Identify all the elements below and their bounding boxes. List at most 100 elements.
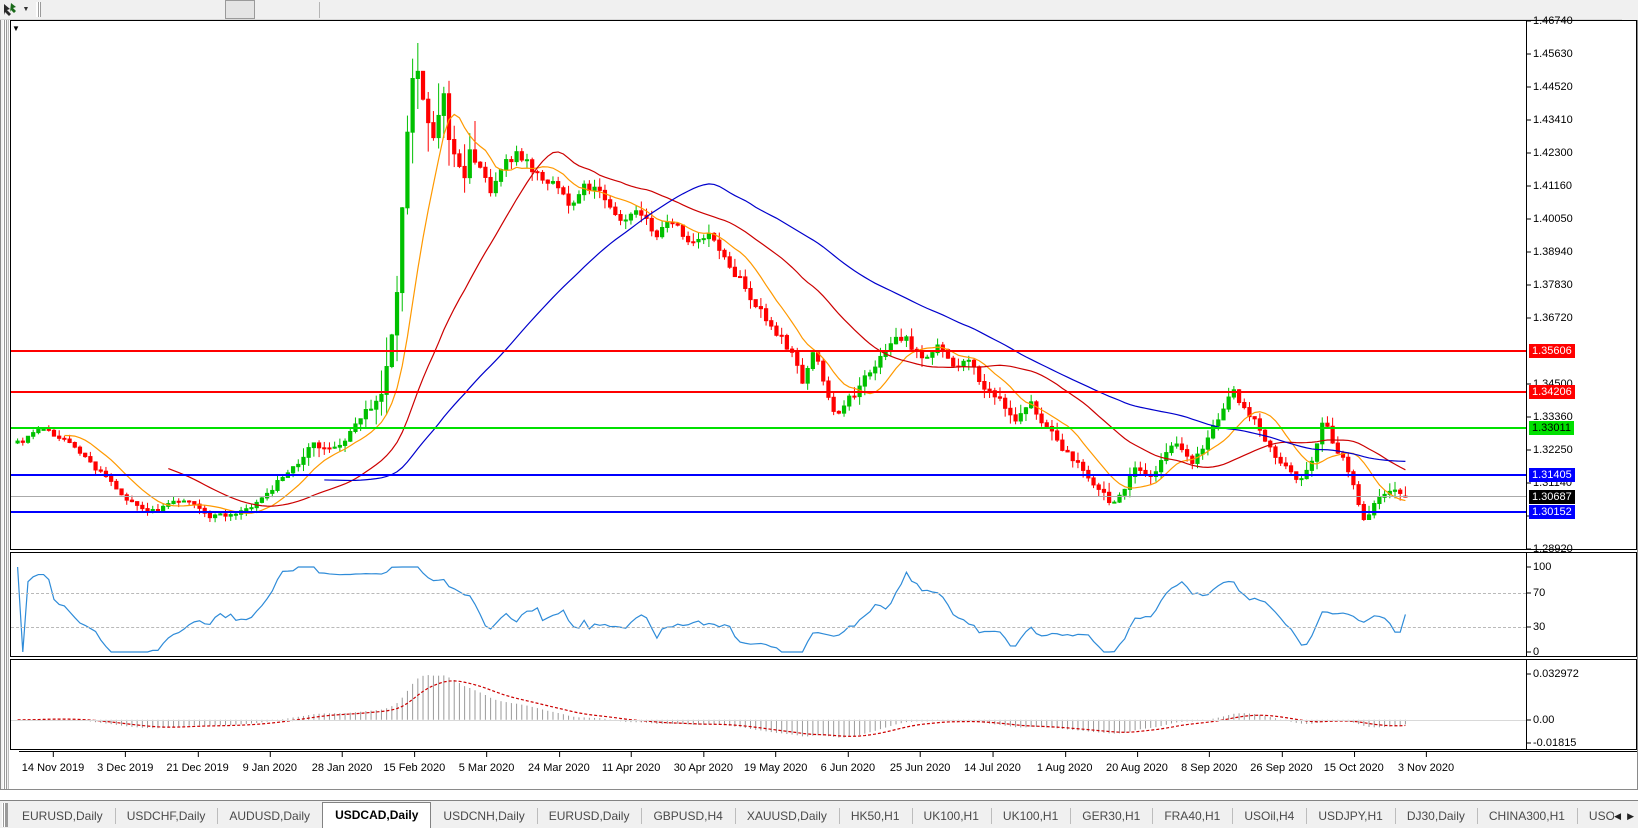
price-level-line-resistance[interactable] — [11, 391, 1526, 394]
timeframe-d1[interactable] — [225, 0, 255, 19]
chevron-down-icon[interactable]: ▼ — [22, 6, 30, 13]
triangle-left-icon[interactable]: ◀ — [1614, 810, 1622, 821]
date-tick-label: 14 Jul 2020 — [964, 752, 1021, 774]
timeframe-m15[interactable] — [105, 0, 135, 19]
rsi-tick-label: 30 — [1527, 621, 1545, 633]
timeframe-m5[interactable] — [75, 0, 105, 19]
date-tick-label: 15 Oct 2020 — [1324, 752, 1384, 774]
price-tick-label: 1.45630 — [1527, 48, 1573, 60]
moving-average-line — [168, 151, 1406, 507]
price-pane[interactable]: 1.46740 1.45630 1.44520 1.43410 1.42300 1.411… — [10, 15, 1637, 555]
chart-tab-hk50-h1[interactable]: HK50,H1 — [838, 804, 912, 828]
chart-left-grip[interactable] — [1, 20, 9, 789]
rsi-y-axis[interactable]: 100 70 30 0 — [1526, 553, 1636, 658]
price-level-line-resistance[interactable] — [11, 349, 1526, 352]
chart-tab-usdjpy-h1[interactable]: USDJPY,H1 — [1306, 804, 1394, 828]
date-x-axis[interactable]: 14 Nov 2019 3 Dec 2019 21 Dec 2019 9 Jan 20… — [19, 751, 1637, 789]
timeframe-mn[interactable] — [285, 0, 315, 19]
price-level-line-support[interactable] — [11, 474, 1526, 477]
tabs-container: EURUSD,Daily USDCHF,Daily AUDUSD,Daily USDC… — [10, 802, 1614, 828]
chart-tab-xauusd-daily[interactable]: XAUUSD,Daily — [734, 804, 839, 828]
price-level-line-support[interactable] — [11, 511, 1526, 514]
date-tick-label: 26 Sep 2020 — [1250, 752, 1313, 774]
date-tick-label: 5 Mar 2020 — [459, 752, 514, 774]
crosshair-cursor-icon[interactable] — [2, 2, 20, 18]
chart-tab-uk100-h1[interactable]: UK100,H1 — [911, 804, 991, 828]
rsi-tick-label: 70 — [1527, 587, 1545, 599]
chart-tab-usoil-h1[interactable]: USOil,H1 — [1576, 804, 1614, 828]
date-tick-label: 3 Dec 2019 — [97, 752, 153, 774]
date-tick-label: 25 Jun 2020 — [890, 752, 950, 774]
date-tick-label: 19 May 2020 — [744, 752, 807, 774]
macd-series — [17, 675, 1406, 738]
date-tick-label: 11 Apr 2020 — [602, 752, 660, 774]
price-level-label-support[interactable]: 1.31405 — [1529, 468, 1575, 483]
chart-tab-usdcad-daily[interactable]: USDCAD,Daily — [322, 802, 432, 828]
chart-tab-usoil-h4[interactable]: USOil,H4 — [1232, 804, 1306, 828]
chart-tab-fra40-h1[interactable]: FRA40,H1 — [1152, 804, 1232, 828]
chart-tab-ger30-h1[interactable]: GER30,H1 — [1070, 804, 1152, 828]
rsi-tick-label: 0 — [1527, 646, 1539, 658]
timeframe-w1[interactable] — [255, 0, 285, 19]
rsi-tick-label: 100 — [1527, 561, 1551, 573]
cursor-tool-group: ▼ — [0, 2, 34, 18]
date-tick-label: 21 Dec 2019 — [166, 752, 229, 774]
date-tick-label: 8 Sep 2020 — [1181, 752, 1237, 774]
price-plot[interactable] — [11, 21, 1526, 549]
chart-tab-dj30-daily[interactable]: DJ30,Daily — [1394, 804, 1477, 828]
price-tick-label: 1.32250 — [1527, 444, 1573, 456]
chart-tab-usdcnh-daily[interactable]: USDCNH,Daily — [443, 809, 525, 823]
triangle-right-icon[interactable]: ▶ — [1627, 810, 1634, 821]
date-tick-label: 9 Jan 2020 — [243, 752, 297, 774]
price-tick-label: 1.43410 — [1527, 114, 1573, 126]
price-level-label-current[interactable]: 1.30687 — [1529, 489, 1575, 504]
chart-tab-usdchf-daily[interactable]: USDCHF,Daily — [114, 804, 218, 828]
price-level-line-pivot[interactable] — [11, 426, 1526, 429]
candlestick-series — [15, 43, 1408, 523]
date-tick-label: 30 Apr 2020 — [674, 752, 733, 774]
date-tick-label: 14 Nov 2019 — [22, 752, 84, 774]
macd-tick-label: 0.032972 — [1527, 668, 1579, 680]
price-tick-label: 1.37830 — [1527, 279, 1573, 291]
price-tick-label: 1.46740 — [1527, 15, 1573, 27]
price-tick-label: 1.44520 — [1527, 81, 1573, 93]
price-level-line-current[interactable] — [11, 495, 1526, 497]
date-tick-label: 15 Feb 2020 — [383, 752, 445, 774]
price-level-label-pivot[interactable]: 1.33011 — [1529, 420, 1574, 435]
chart-tab-gbpusd-h4[interactable]: GBPUSD,H4 — [641, 804, 734, 828]
macd-pane[interactable]: 0.032972 0.00 -0.01815 — [10, 659, 1637, 750]
price-y-axis[interactable]: 1.46740 1.45630 1.44520 1.43410 1.42300 1.411… — [1526, 15, 1636, 555]
date-tick-label: 6 Jun 2020 — [821, 752, 875, 774]
macd-tick-label: -0.01815 — [1527, 737, 1576, 749]
chart-tab-eurusd-daily[interactable]: EURUSD,Daily — [536, 804, 642, 828]
chart-tab-audusd-daily[interactable]: AUDUSD,Daily — [217, 804, 322, 828]
macd-tick-label: 0.00 — [1527, 714, 1554, 726]
chart-tab-china300-h1[interactable]: CHINA300,H1 — [1476, 804, 1577, 828]
price-level-label-support[interactable]: 1.30152 — [1529, 505, 1575, 520]
triangle-down-icon[interactable]: ▼ — [12, 24, 20, 33]
price-level-label-resistance[interactable]: 1.35606 — [1529, 343, 1575, 358]
price-tick-label: 1.36720 — [1527, 312, 1573, 324]
chart-area[interactable]: ▼ 1.46740 1.45630 1.44520 1.43410 1.42300 1.4… — [0, 15, 1638, 790]
moving-average-line — [324, 183, 1406, 482]
date-tick-label: 3 Nov 2020 — [1398, 752, 1454, 774]
rsi-level-line — [11, 626, 1526, 628]
toolbar-separator — [319, 1, 320, 18]
chart-tab-bar: EURUSD,Daily USDCHF,Daily AUDUSD,Daily USDC… — [0, 800, 1638, 828]
rsi-plot[interactable] — [11, 553, 1526, 656]
chart-tab-uk100-h1[interactable]: UK100,H1 — [990, 804, 1070, 828]
rsi-pane[interactable]: 100 70 30 0 — [10, 552, 1637, 658]
toolbar-drag-handle[interactable] — [36, 2, 41, 17]
timeframe-m1[interactable] — [45, 0, 75, 19]
macd-y-axis[interactable]: 0.032972 0.00 -0.01815 — [1526, 660, 1636, 749]
rsi-level-line — [11, 592, 1526, 594]
chart-tab-eurusd-daily[interactable]: EURUSD,Daily — [22, 809, 103, 823]
timeframe-m30[interactable] — [135, 0, 165, 19]
tabbar-drag-handle[interactable] — [2, 803, 8, 827]
price-level-label-resistance[interactable]: 1.34206 — [1529, 385, 1575, 400]
timeframe-h1[interactable] — [165, 0, 195, 19]
date-tick-label: 20 Aug 2020 — [1106, 752, 1168, 774]
timeframe-h4[interactable] — [195, 0, 225, 19]
macd-plot[interactable] — [11, 660, 1526, 749]
price-tick-label: 1.38940 — [1527, 246, 1573, 258]
